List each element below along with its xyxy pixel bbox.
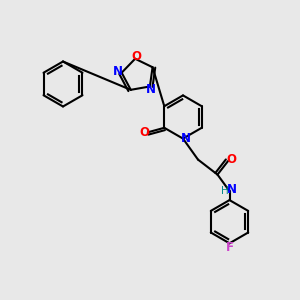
Text: O: O [139, 126, 149, 139]
Text: N: N [113, 65, 123, 78]
Text: O: O [132, 50, 142, 63]
Text: F: F [226, 241, 233, 254]
Text: N: N [146, 83, 156, 96]
Text: H: H [220, 186, 228, 196]
Text: N: N [181, 131, 191, 145]
Text: N: N [227, 183, 237, 196]
Text: O: O [226, 153, 237, 166]
